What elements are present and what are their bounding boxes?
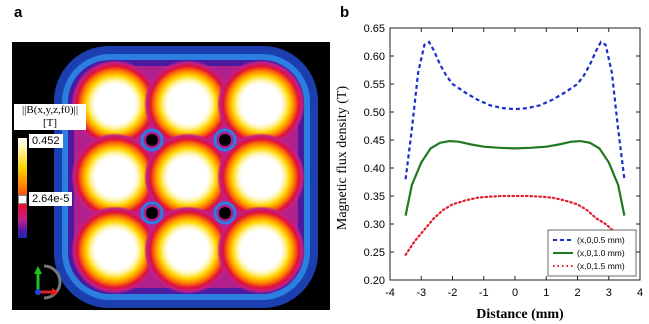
pole-8 (144, 206, 232, 294)
y-tick-label: 0.30 (364, 219, 385, 231)
legend-label-3: (x,0,1.5 mm) (577, 261, 625, 271)
pole-4 (71, 133, 159, 221)
x-tick-label: -2 (448, 287, 458, 299)
y-axis-label: Magnetic flux density (T) (335, 86, 350, 231)
pole-3 (217, 60, 305, 148)
x-tick-label: -1 (479, 287, 489, 299)
x-tick-label: -4 (385, 287, 395, 299)
colorbar-min-marker (18, 195, 27, 204)
legend-label-2: (x,0,1.0 mm) (577, 248, 625, 258)
axes-triad-icon (34, 264, 62, 300)
pole-2 (144, 60, 232, 148)
pole-6 (217, 133, 305, 221)
pole-7 (71, 206, 159, 294)
null-point-ring (213, 128, 237, 152)
null-point-ring (140, 201, 164, 225)
y-tick-label: 0.45 (364, 135, 385, 147)
pole-1 (71, 60, 159, 148)
null-point (219, 207, 231, 219)
series-line-1 (404, 40, 626, 180)
y-axis: 0.20 0.25 0.30 0.35 0.40 0.45 0.50 0.55 0.60 0.65 (364, 23, 640, 287)
field-heatmap (54, 46, 318, 308)
colorbar-max-label: 0.452 (29, 134, 63, 148)
x-tick-label: 2 (574, 287, 580, 299)
field-heatmap-panel: ||B(x,y,z,f0)|| [T] 0.452 2.64e-5 (12, 42, 330, 310)
x-tick-label: 3 (606, 287, 612, 299)
null-point-ring (213, 201, 237, 225)
series-line-2 (404, 139, 626, 216)
legend-label-1: (x,0,0.5 mm) (577, 235, 625, 245)
y-tick-label: 0.55 (364, 79, 385, 91)
colorbar (18, 138, 27, 238)
series-line-3 (404, 194, 613, 256)
colorbar-title-line2: [T] (42, 117, 58, 129)
y-tick-label: 0.40 (364, 163, 385, 175)
null-point (146, 207, 158, 219)
y-tick-label: 0.50 (364, 107, 385, 119)
pole-9 (217, 206, 305, 294)
colorbar-title: ||B(x,y,z,f0)|| [T] (14, 104, 86, 130)
magnet-poles (71, 60, 305, 294)
y-tick-label: 0.60 (364, 51, 385, 63)
y-tick-label: 0.65 (364, 23, 385, 35)
null-points (140, 128, 237, 225)
series-layer (404, 40, 626, 256)
flux-density-chart: 0.20 0.25 0.30 0.35 0.40 0.45 0.50 0.55 0.60 0.65… (335, 23, 643, 322)
y-tick-label: 0.20 (364, 275, 385, 287)
y-tick-label: 0.25 (364, 247, 385, 259)
colorbar-min-label: 2.64e-5 (29, 192, 73, 206)
colorbar-title-line1: ||B(x,y,z,f0)|| (21, 104, 79, 116)
null-point (146, 134, 158, 146)
x-axis: -4 -3 -2 -1 0 1 2 3 4 (385, 28, 643, 299)
x-tick-label: -3 (416, 287, 426, 299)
x-tick-label: 1 (543, 287, 549, 299)
legend: (x,0,0.5 mm) (x,0,1.0 mm) (x,0,1.5 mm) (547, 229, 637, 277)
null-point-ring (140, 128, 164, 152)
panel-label-b: b (340, 4, 350, 21)
panel-label-a: a (14, 4, 23, 21)
null-point (219, 134, 231, 146)
y-tick-label: 0.35 (364, 191, 385, 203)
x-axis-label: Distance (mm) (476, 307, 564, 322)
x-tick-label: 0 (512, 287, 518, 299)
x-tick-label: 4 (637, 287, 643, 299)
pole-5 (144, 133, 232, 221)
